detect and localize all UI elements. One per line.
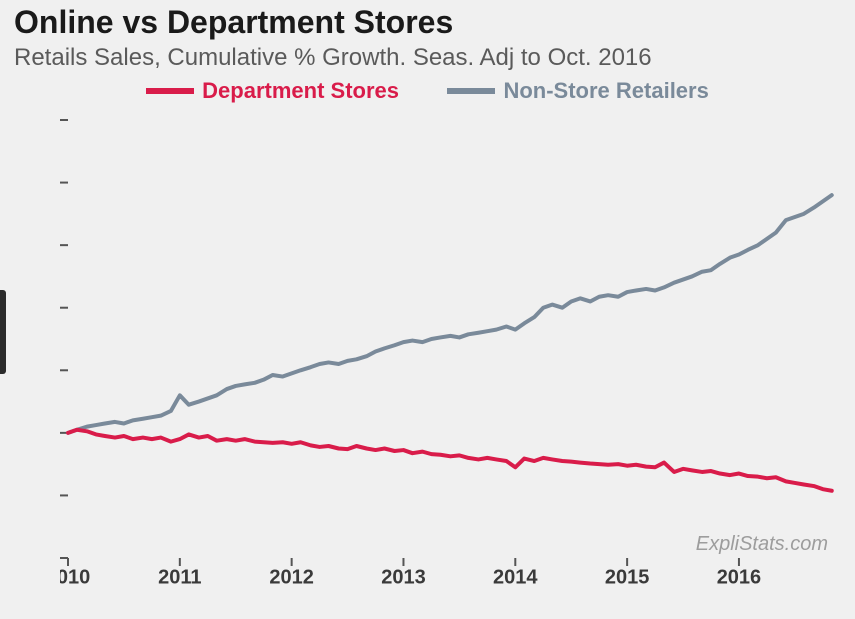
side-handle[interactable] — [0, 290, 6, 374]
legend-label-nonstore: Non-Store Retailers — [503, 78, 708, 104]
xtick-label: 2015 — [605, 567, 650, 589]
xtick-label: 2013 — [381, 567, 426, 589]
xtick-label: 2010 — [60, 567, 90, 589]
series-line-nonstore — [68, 195, 832, 433]
chart-container: Online vs Department Stores Retails Sale… — [0, 0, 855, 619]
legend-swatch-dept — [146, 88, 194, 94]
plot-area: -40-200204060801002010201120122013201420… — [60, 112, 840, 592]
chart-subtitle: Retails Sales, Cumulative % Growth. Seas… — [14, 44, 652, 72]
legend-item-dept: Department Stores — [146, 78, 399, 104]
plot-svg: -40-200204060801002010201120122013201420… — [60, 112, 840, 592]
legend: Department Stores Non-Store Retailers — [0, 78, 855, 104]
xtick-label: 2016 — [717, 567, 762, 589]
watermark: ExpliStats.com — [696, 533, 828, 555]
xtick-label: 2011 — [158, 567, 201, 589]
xtick-label: 2012 — [269, 567, 314, 589]
legend-item-nonstore: Non-Store Retailers — [447, 78, 708, 104]
legend-swatch-nonstore — [447, 88, 495, 94]
xtick-label: 2014 — [493, 567, 538, 589]
chart-title: Online vs Department Stores — [14, 4, 453, 41]
legend-label-dept: Department Stores — [202, 78, 399, 104]
series-line-dept — [68, 430, 832, 491]
